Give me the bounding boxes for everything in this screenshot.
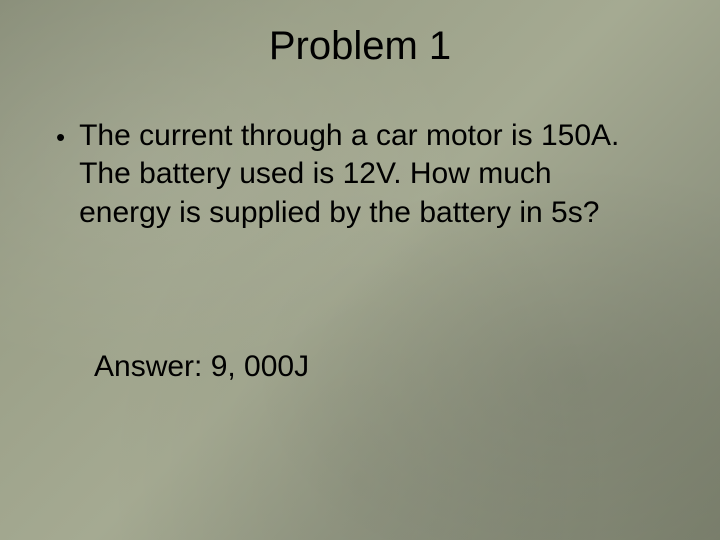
- bullet-item: • The current through a car motor is 150…: [56, 117, 672, 232]
- slide-title: Problem 1: [48, 24, 672, 69]
- bullet-glyph: •: [56, 121, 65, 155]
- slide-container: Problem 1 • The current through a car mo…: [0, 0, 720, 540]
- question-text: The current through a car motor is 150A.…: [79, 117, 639, 232]
- slide-content: • The current through a car motor is 150…: [48, 117, 672, 387]
- answer-text: Answer: 9, 000J: [94, 348, 672, 386]
